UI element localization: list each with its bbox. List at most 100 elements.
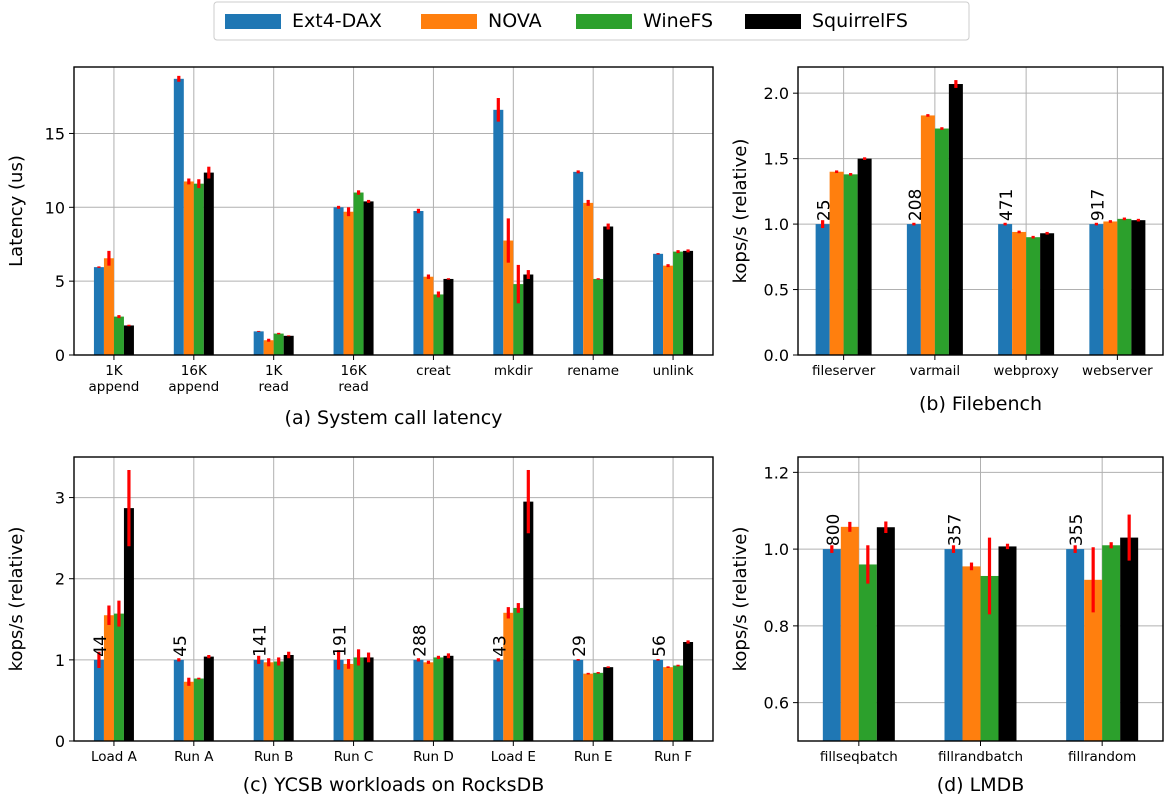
bar-label: 191: [331, 624, 351, 656]
x-tick-label-line: read: [258, 379, 288, 395]
bar: [363, 657, 374, 741]
bar-label: 355: [1067, 514, 1087, 546]
bar: [423, 662, 434, 741]
bar: [962, 566, 981, 741]
bar: [857, 158, 872, 355]
bar-label: 43: [490, 635, 510, 657]
bar: [843, 174, 858, 355]
x-tick-label-line: 16K: [341, 363, 368, 379]
x-tick-label-line: webserver: [1082, 363, 1153, 379]
bar: [876, 527, 895, 741]
bar: [523, 274, 534, 355]
bar: [263, 662, 274, 741]
x-tick-label: Run D: [413, 749, 454, 765]
bar: [283, 654, 294, 741]
bar: [273, 333, 284, 355]
bar: [1066, 549, 1085, 741]
bar: [1131, 220, 1146, 355]
bar: [93, 267, 104, 355]
x-tick-label: unlink: [653, 363, 694, 379]
x-tick-label-line: fillseqbatch: [820, 749, 898, 765]
bar: [920, 115, 935, 355]
x-tick-label-line: Run D: [413, 749, 454, 765]
x-tick-label: Load E: [491, 749, 536, 765]
bar: [829, 171, 844, 355]
x-tick-label: Run E: [574, 749, 613, 765]
x-tick-label-line: 16K: [181, 363, 208, 379]
legend-label: NOVA: [488, 10, 542, 32]
y-tick-label: 0.8: [764, 617, 789, 636]
bar: [353, 192, 364, 355]
x-tick-label-line: Run B: [254, 749, 293, 765]
bar: [253, 331, 264, 355]
x-tick-label-line: Load E: [491, 749, 536, 765]
bar: [906, 224, 921, 355]
x-tick-label: 1K read: [258, 363, 288, 395]
bar: [283, 335, 294, 355]
bar: [653, 253, 664, 355]
bar: [443, 655, 454, 741]
y-axis-label: kops/s (relative): [6, 527, 27, 672]
y-tick-label: 1.0: [764, 215, 789, 234]
x-tick-label-line: unlink: [653, 363, 694, 379]
x-tick-label: 1K append: [89, 363, 140, 395]
y-axis-label: Latency (us): [6, 155, 27, 267]
chart-lmdb: 800 357 355 0.6 0.8 1.0 1.2 fillseqbatch fillran…: [730, 456, 1164, 796]
bar: [998, 224, 1013, 355]
x-tick-label: Run C: [334, 749, 374, 765]
plot-frame: [797, 66, 1164, 356]
bar: [1102, 545, 1121, 741]
bar: [513, 607, 524, 741]
bar: [593, 278, 604, 355]
bar: [1040, 233, 1055, 355]
y-tick-label: 15: [45, 124, 65, 143]
bar: [343, 211, 354, 355]
y-tick-label: 1.5: [764, 150, 789, 169]
bar: [113, 613, 124, 741]
x-tick-label: Run A: [174, 749, 214, 765]
bar-label: 288: [410, 624, 430, 656]
bar: [1012, 231, 1027, 355]
y-tick-label: 5: [55, 272, 65, 291]
bar: [173, 78, 184, 356]
bar: [840, 526, 859, 741]
x-tick-label: varmail: [910, 363, 961, 379]
bar: [333, 659, 344, 741]
legend-label: Ext4-DAX: [292, 10, 382, 32]
y-tick-label: 1.0: [764, 540, 789, 559]
bar: [103, 615, 114, 741]
bar: [1084, 579, 1103, 741]
x-tick-label: Run B: [254, 749, 293, 765]
bar: [503, 240, 514, 355]
chart-filebench: 25 208 471 917 0.0 0.5 1.0 1.5 2.0 fileserver varm…: [730, 66, 1164, 415]
bar: [815, 224, 830, 355]
legend-label: WineFS: [643, 10, 713, 32]
bar-label: 29: [570, 635, 590, 657]
bar: [603, 667, 614, 741]
bar: [193, 678, 204, 741]
bar: [663, 667, 674, 741]
bar: [1026, 237, 1041, 355]
bar: [253, 659, 264, 741]
bar: [433, 294, 444, 355]
bar: [998, 546, 1017, 741]
bar: [934, 128, 949, 355]
bar: [663, 265, 674, 355]
bar: [423, 276, 434, 355]
bar-label: 56: [650, 635, 670, 657]
x-tick-label: rename: [567, 363, 619, 379]
x-tick-label-line: varmail: [910, 363, 961, 379]
x-tick-label-line: rename: [567, 363, 619, 379]
chart-caption: (a) System call latency: [285, 407, 503, 429]
bar: [183, 681, 194, 741]
y-tick-label: 2: [55, 570, 65, 589]
x-tick-label-line: 1K: [265, 363, 284, 379]
bar: [673, 251, 684, 355]
y-tick-label: 0: [55, 346, 65, 365]
bar-label: 917: [1088, 189, 1108, 221]
bar: [353, 657, 364, 741]
bar: [263, 340, 274, 355]
bar-label: 471: [997, 189, 1017, 221]
y-axis-label: kops/s (relative): [730, 139, 751, 284]
